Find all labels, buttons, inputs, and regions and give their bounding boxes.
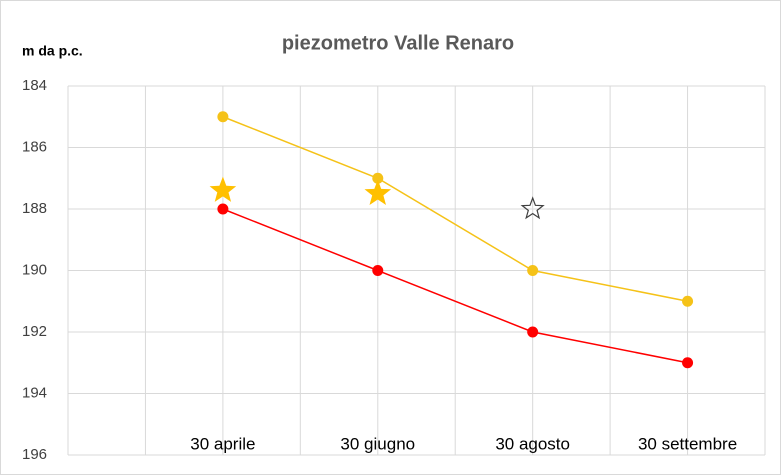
data-point [682, 357, 694, 369]
x-tick-label: 30 giugno [340, 434, 415, 453]
y-axis-label: m da p.c. [22, 43, 83, 59]
y-tick-label: 190 [22, 261, 47, 278]
data-point [372, 265, 384, 276]
x-tick-label: 30 agosto [495, 434, 570, 453]
y-tick-label: 196 [22, 446, 47, 463]
x-tick-label: 30 aprile [190, 434, 255, 453]
y-tick-label: 186 [22, 138, 47, 155]
y-tick-label: 194 [22, 384, 47, 401]
marks [209, 111, 694, 369]
data-point [527, 326, 539, 338]
data-point [682, 295, 694, 307]
data-point [372, 172, 384, 184]
star-marker [209, 176, 237, 202]
data-point [217, 111, 229, 123]
chart-title: piezometro Valle Renaro [282, 32, 514, 54]
star-marker [520, 196, 545, 220]
series-line [222, 208, 688, 364]
y-tick-label: 188 [22, 200, 47, 217]
data-point [217, 203, 229, 215]
y-tick-label: 192 [22, 323, 47, 340]
star-marker [364, 179, 392, 205]
y-tick-label: 184 [22, 77, 47, 94]
grid [67, 85, 766, 456]
data-point [527, 265, 539, 276]
x-tick-label: 30 settembre [638, 434, 737, 453]
series-line [222, 116, 688, 302]
